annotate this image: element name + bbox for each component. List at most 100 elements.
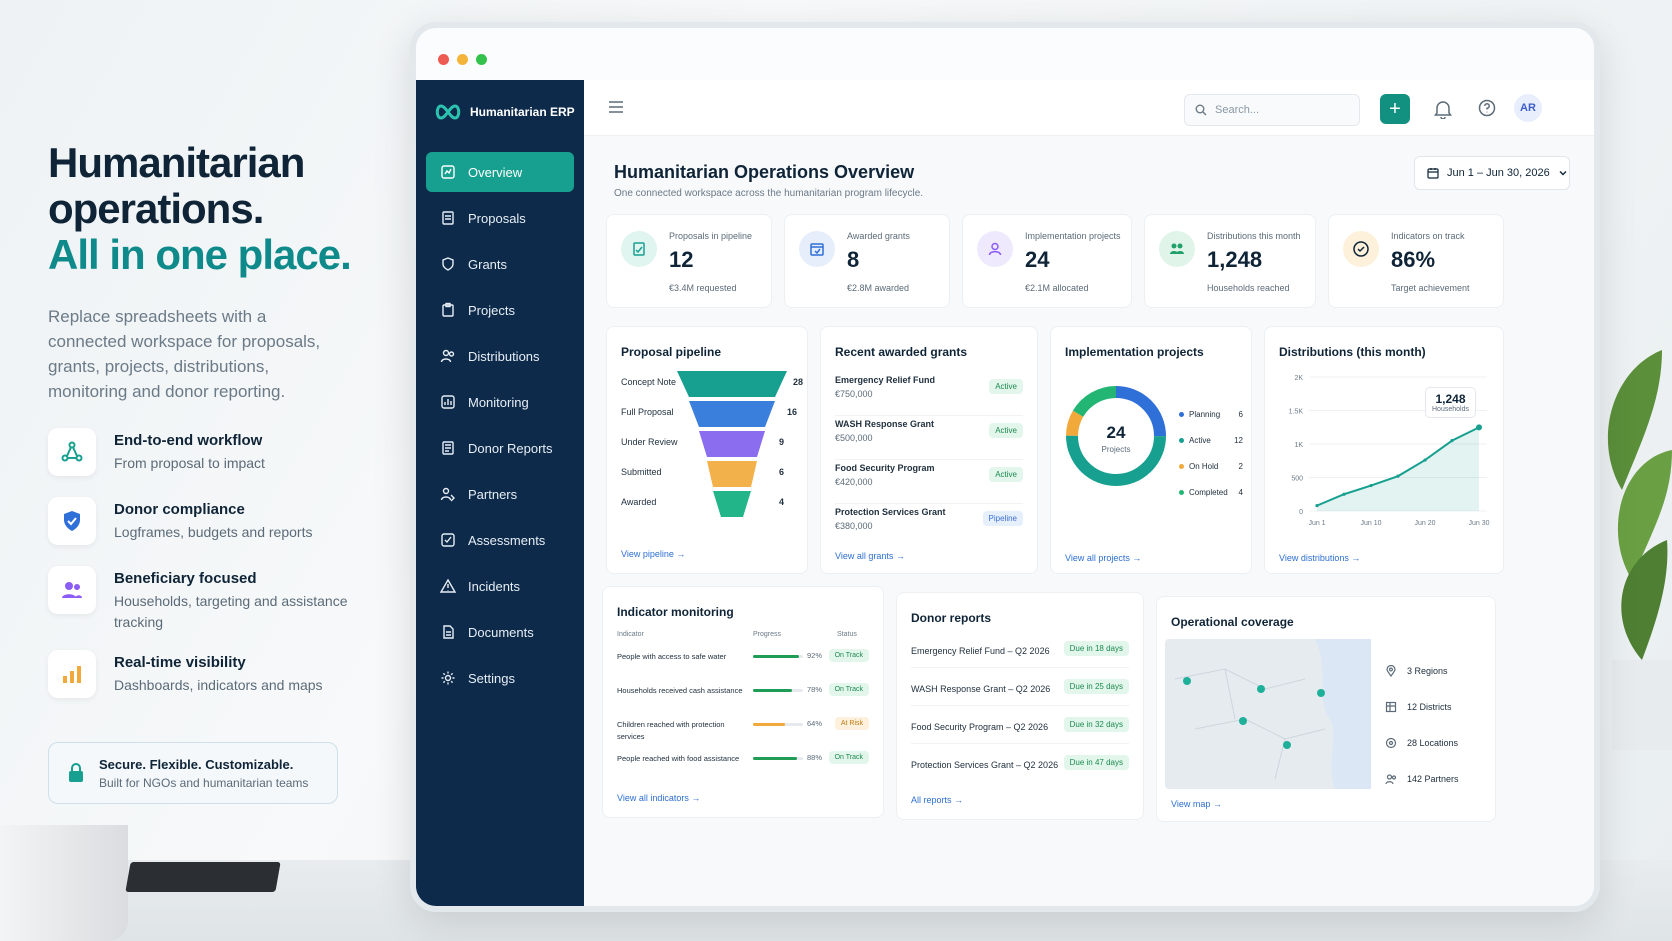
nav-partners[interactable]: Partners <box>426 474 574 514</box>
map-marker[interactable] <box>1283 741 1291 749</box>
card-title: Operational coverage <box>1171 615 1294 629</box>
minimize-dot[interactable] <box>457 54 468 65</box>
status-badge: On Track <box>828 683 869 696</box>
grant-amount: €500,000 <box>835 433 873 443</box>
help-icon[interactable] <box>1478 99 1496 117</box>
data-point[interactable] <box>1423 458 1427 462</box>
nav-overview[interactable]: Overview <box>426 152 574 192</box>
maximize-dot[interactable] <box>476 54 487 65</box>
data-point[interactable] <box>1369 483 1373 488</box>
stage-count: 28 <box>793 377 804 387</box>
report-row[interactable]: WASH Response Grant – Q2 2026 Due in 25 d… <box>911 679 1129 699</box>
dashboard-icon <box>441 165 455 179</box>
avatar[interactable]: AR <box>1514 94 1542 122</box>
nav-monitoring[interactable]: Monitoring <box>426 382 574 422</box>
kpi-note: €2.8M awarded <box>847 283 910 293</box>
nav-proposals[interactable]: Proposals <box>426 198 574 238</box>
status-badge: On Track <box>828 751 869 764</box>
kpi-grants[interactable]: Awarded grants 8 €2.8M awarded <box>784 214 950 308</box>
donor-reports-card: Donor reports Emergency Relief Fund – Q2… <box>896 592 1144 820</box>
stat-text: 142 Partners <box>1407 774 1459 784</box>
indicator-row[interactable]: Households received cash assistance 78% On… <box>617 683 869 713</box>
report-row[interactable]: Food Security Program – Q2 2026 Due in 32… <box>911 717 1129 737</box>
legend-name: Completed <box>1189 487 1228 497</box>
nav-label: Grants <box>468 256 508 272</box>
donut-slice-active[interactable] <box>1066 386 1166 486</box>
search-input[interactable]: Search... <box>1184 94 1360 126</box>
indicator-monitoring-card: Indicator monitoring Indicator Progress … <box>602 586 884 818</box>
report-name: Protection Services Grant – Q2 2026 <box>911 760 1059 770</box>
target-icon <box>1385 737 1397 749</box>
nav-label: Donor Reports <box>468 440 553 456</box>
kpi-projects[interactable]: Implementation projects 24 €2.1M allocat… <box>962 214 1132 308</box>
add-button[interactable]: + <box>1380 94 1410 124</box>
date-range-picker[interactable]: Jun 1 – Jun 30, 2026 <box>1414 156 1570 190</box>
map-marker[interactable] <box>1257 685 1265 693</box>
status-badge: Active <box>989 467 1023 482</box>
menu-icon[interactable] <box>608 100 624 114</box>
indicator-row[interactable]: People reached with food assistance 88% On… <box>617 751 869 781</box>
data-point[interactable] <box>1315 504 1319 508</box>
donut-slice-completed[interactable] <box>1066 386 1166 486</box>
nav-grants[interactable]: Grants <box>426 244 574 284</box>
report-row[interactable]: Emergency Relief Fund – Q2 2026 Due in 18… <box>911 641 1129 661</box>
grant-row[interactable]: Protection Services Grant €380,000 Pipel… <box>835 507 1023 547</box>
data-point[interactable] <box>1450 439 1454 443</box>
view-projects-link[interactable]: View all projects → <box>1065 553 1142 563</box>
legend-value: 12 <box>1234 435 1243 445</box>
funnel-stage-review <box>699 431 765 457</box>
nav-assessments[interactable]: Assessments <box>426 520 574 560</box>
grant-name: Protection Services Grant <box>835 507 946 517</box>
coverage-map[interactable] <box>1165 639 1371 789</box>
kpi-proposals[interactable]: Proposals in pipeline 12 €3.4M requested <box>606 214 772 308</box>
map-marker[interactable] <box>1317 689 1325 697</box>
indicator-row[interactable]: Children reached with protection service… <box>617 717 869 747</box>
hero-title: Humanitarian operations. All in one plac… <box>48 140 368 278</box>
all-reports-link[interactable]: All reports → <box>911 795 964 805</box>
grant-name: Emergency Relief Fund <box>835 375 936 385</box>
close-dot[interactable] <box>438 54 449 65</box>
data-point[interactable] <box>1396 474 1400 478</box>
bell-icon[interactable] <box>1434 99 1452 119</box>
legend-name: On Hold <box>1189 461 1219 471</box>
nav-settings[interactable]: Settings <box>426 658 574 698</box>
nav-projects[interactable]: Projects <box>426 290 574 330</box>
kpi-note: €3.4M requested <box>669 283 737 293</box>
tooltip-label: Households <box>1432 406 1469 413</box>
nav-documents[interactable]: Documents <box>426 612 574 652</box>
kpi-distributions[interactable]: Distributions this month 1,248 Household… <box>1144 214 1316 308</box>
status-badge: Active <box>989 423 1023 438</box>
stat-text: 12 Districts <box>1407 702 1452 712</box>
target-check-icon <box>1343 231 1379 267</box>
nav-incidents[interactable]: Incidents <box>426 566 574 606</box>
hero-title-line1: Humanitarian <box>48 139 305 186</box>
view-pipeline-link[interactable]: View pipeline → <box>621 549 686 559</box>
view-indicators-link[interactable]: View all indicators → <box>617 793 701 803</box>
data-point[interactable] <box>1476 424 1482 431</box>
stat-regions: 3 Regions <box>1385 653 1459 689</box>
nav-distributions[interactable]: Distributions <box>426 336 574 376</box>
indicator-row[interactable]: People with access to safe water 92% On Tr… <box>617 649 869 679</box>
map-marker[interactable] <box>1239 717 1247 725</box>
card-title: Recent awarded grants <box>835 345 968 359</box>
kpi-indicators[interactable]: Indicators on track 86% Target achieveme… <box>1328 214 1504 308</box>
view-map-link[interactable]: View map → <box>1171 799 1222 809</box>
divider <box>835 415 1023 416</box>
status-badge: At Risk <box>834 717 869 730</box>
view-grants-link[interactable]: View all grants → <box>835 551 905 561</box>
coverage-stats: 3 Regions 12 Districts 28 Locations 142 … <box>1385 653 1459 797</box>
shield-check-icon <box>48 497 96 545</box>
brand[interactable]: Humanitarian ERP <box>416 80 584 122</box>
report-row[interactable]: Protection Services Grant – Q2 2026 Due i… <box>911 755 1129 775</box>
map-marker[interactable] <box>1183 677 1191 685</box>
stage-count: 6 <box>779 467 785 477</box>
grant-row[interactable]: WASH Response Grant €500,000 Active <box>835 419 1023 459</box>
grant-row[interactable]: Emergency Relief Fund €750,000 Active <box>835 375 1023 415</box>
due-badge: Due in 32 days <box>1063 717 1129 732</box>
nav-donor-reports[interactable]: Donor Reports <box>426 428 574 468</box>
feature-visibility: Real-time visibility Dashboards, indicato… <box>48 650 348 698</box>
data-point[interactable] <box>1342 492 1346 496</box>
grant-row[interactable]: Food Security Program €420,000 Active <box>835 463 1023 503</box>
view-distributions-link[interactable]: View distributions → <box>1279 553 1361 563</box>
households-icon <box>1159 231 1195 267</box>
